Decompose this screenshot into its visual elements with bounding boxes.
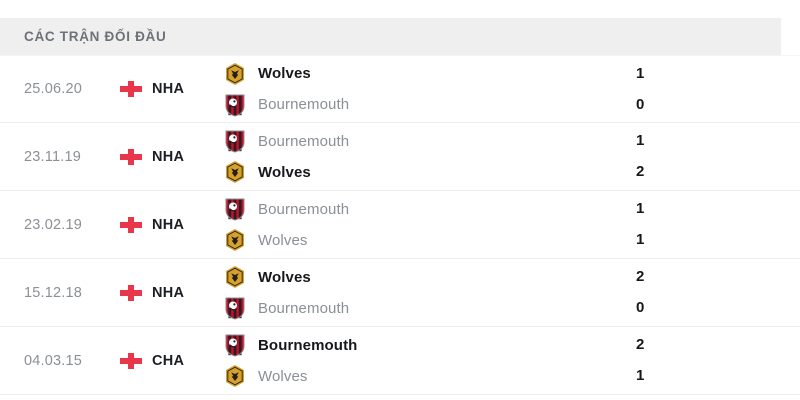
home-team-name: Wolves [258,268,311,286]
match-row-1[interactable]: 23.11.19 NHA Bournemouth Wolves 1 2 [0,123,800,191]
match-row-2[interactable]: 23.02.19 NHA Bournemouth Wolves 1 1 [0,191,800,259]
away-score: 0 [636,95,645,113]
away-team-name: Wolves [258,231,308,249]
competition-label: NHA [152,216,185,233]
competition-label: NHA [152,148,185,165]
home-team-name: Bournemouth [258,336,358,354]
match-row-3[interactable]: 15.12.18 NHA Wolves Bournemouth 2 0 [0,259,800,327]
score-cell: 2 0 [612,266,732,319]
away-score: 1 [636,231,645,248]
teams-cell: Wolves Bournemouth [224,62,612,117]
wolves-crest-icon [226,229,244,251]
competition-cell: NHA [120,148,224,165]
away-team-name: Bournemouth [258,299,350,317]
competition-label: NHA [152,81,185,97]
home-score: 2 [636,268,645,285]
bournemouth-crest-icon [225,130,245,153]
away-score: 0 [636,299,645,316]
england-flag-icon [120,284,142,301]
home-team[interactable]: Wolves [224,62,612,85]
england-flag-icon [120,81,142,97]
page-title: CÁC TRẬN ĐỐI ĐẦU [24,29,167,44]
away-team[interactable]: Wolves [224,229,612,251]
wolves-crest-icon [226,62,244,85]
match-list: 25.06.20 NHA Wolves Bournemouth 1 0 23.1… [0,55,800,395]
score-cell: 1 0 [612,63,732,116]
match-date: 23.02.19 [24,216,83,233]
away-score: 1 [636,367,645,384]
england-flag-icon [120,352,142,369]
teams-cell: Bournemouth Wolves [224,130,612,183]
england-flag-icon [120,148,142,165]
home-team[interactable]: Bournemouth [224,130,612,153]
home-team-name: Wolves [258,65,311,82]
home-score: 1 [636,200,645,217]
wolves-crest-icon [226,266,244,288]
competition-label: CHA [152,352,185,369]
away-team[interactable]: Wolves [224,365,612,387]
home-team[interactable]: Wolves [224,266,612,288]
home-team-name: Bournemouth [258,132,350,150]
match-row-0[interactable]: 25.06.20 NHA Wolves Bournemouth 1 0 [0,55,800,123]
away-team[interactable]: Bournemouth [224,94,612,117]
competition-label: NHA [152,284,185,301]
competition-cell: NHA [120,284,224,301]
competition-cell: NHA [120,81,224,97]
match-date: 15.12.18 [24,284,83,301]
match-date: 04.03.15 [24,352,83,369]
away-team-name: Wolves [258,163,311,181]
away-team-name: Wolves [258,367,308,385]
home-team[interactable]: Bournemouth [224,334,612,357]
wolves-crest-icon [226,161,244,183]
teams-cell: Wolves Bournemouth [224,266,612,320]
england-flag-icon [120,216,142,233]
home-team[interactable]: Bournemouth [224,198,612,221]
match-date: 25.06.20 [24,81,83,97]
section-header: CÁC TRẬN ĐỐI ĐẦU [0,18,781,55]
teams-cell: Bournemouth Wolves [224,334,612,387]
score-cell: 1 2 [612,130,732,183]
competition-cell: CHA [120,352,224,369]
away-team[interactable]: Wolves [224,161,612,183]
score-cell: 2 1 [612,334,732,387]
bournemouth-crest-icon [225,198,245,221]
bournemouth-crest-icon [225,334,245,357]
home-team-name: Bournemouth [258,200,350,218]
match-date: 23.11.19 [24,148,81,165]
score-cell: 1 1 [612,198,732,251]
match-row-4[interactable]: 04.03.15 CHA Bournemouth Wolves 2 1 [0,327,800,395]
wolves-crest-icon [226,365,244,387]
away-team[interactable]: Bournemouth [224,297,612,320]
bournemouth-crest-icon [225,297,245,320]
away-score: 2 [636,163,645,180]
bournemouth-crest-icon [225,94,245,117]
home-score: 1 [636,132,645,149]
home-score: 2 [636,336,645,353]
home-score: 1 [636,64,645,82]
away-team-name: Bournemouth [258,96,350,113]
teams-cell: Bournemouth Wolves [224,198,612,251]
competition-cell: NHA [120,216,224,233]
